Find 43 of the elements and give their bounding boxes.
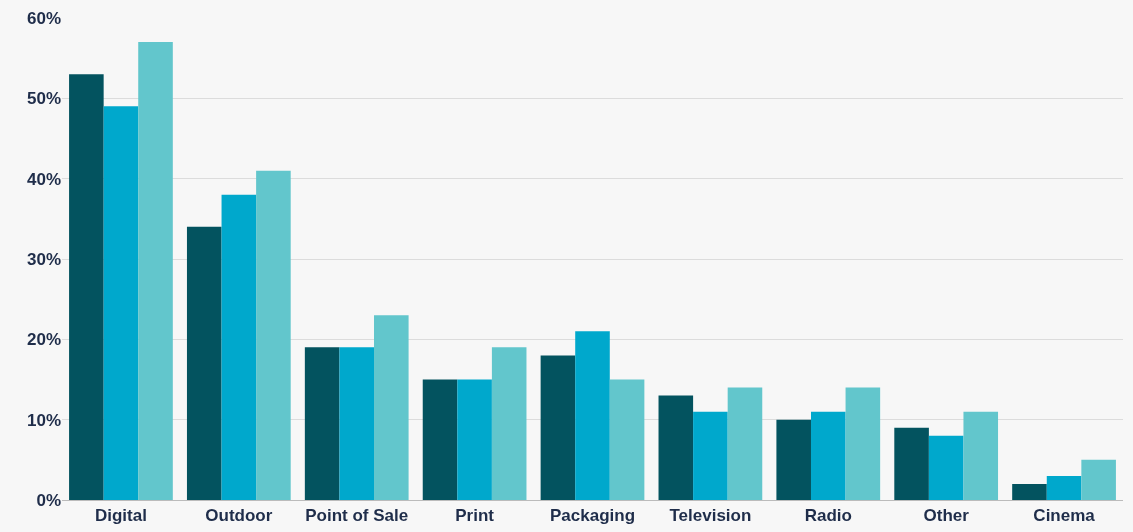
y-tick-label: 60% [26,8,61,28]
bar [374,315,409,500]
bar [256,170,291,500]
bar [810,411,846,500]
bar [727,387,763,500]
bar [1046,475,1082,500]
bar [845,387,881,500]
bar [69,74,104,500]
x-tick-label: Cinema [1033,506,1096,526]
bar [221,194,257,500]
x-tick-label: Print [455,506,495,526]
bar [693,411,728,500]
y-tick-label: 40% [26,169,61,189]
y-tick-label: 20% [26,330,61,350]
x-tick-label: Digital [94,506,147,526]
x-tick-label: Point of Sale [305,506,409,526]
bar [422,379,458,500]
bar [186,226,222,500]
x-tick-label: Packaging [549,506,636,526]
bar [540,355,576,500]
x-tick-label: Outdoor [205,506,273,526]
bar [776,419,811,500]
x-tick-label: Other [923,506,970,526]
bar [928,435,964,500]
bar [491,347,527,500]
bar [457,379,492,500]
bar [138,42,173,500]
bar [304,347,340,500]
bar [963,411,999,500]
bar [894,427,929,500]
y-tick-label: 10% [26,410,61,430]
bar [1081,459,1116,500]
bar [1012,483,1047,500]
bar [609,379,645,500]
y-tick-label: 0% [36,490,61,510]
y-tick-label: 50% [26,89,61,109]
bar [575,331,610,500]
x-tick-label: Radio [804,506,852,526]
bar [658,395,694,500]
y-tick-label: 30% [26,249,61,269]
bar [103,106,139,500]
bar [339,347,375,500]
x-tick-label: Television [669,506,752,526]
